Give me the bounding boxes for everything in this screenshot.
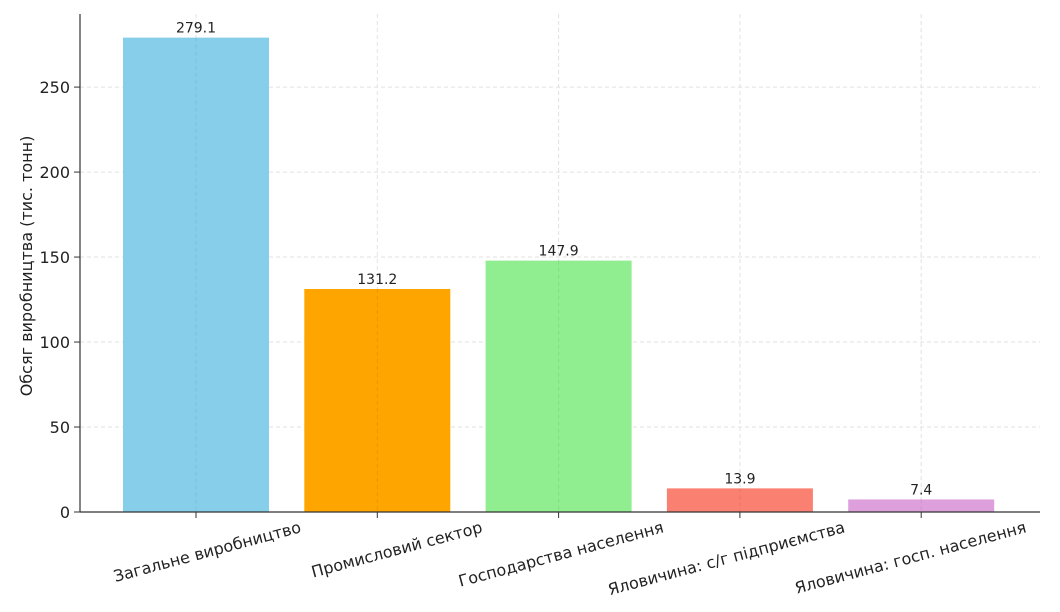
bar-data-label: 131.2 [357,272,397,288]
y-tick-label: 200 [39,163,70,182]
bar [666,488,813,512]
bar [123,37,269,513]
bar-data-label: 7.4 [910,482,932,498]
bar [304,289,451,512]
bar-data-label: 147.9 [539,244,579,260]
y-axis-label: Обсяг виробництва (тис. тонн) [17,136,36,397]
y-tick-label: 250 [39,78,70,97]
y-tick-label: 100 [39,333,70,352]
y-tick-label: 150 [39,248,70,267]
y-tick-label: 0 [60,503,70,522]
bar-data-label: 13.9 [724,471,755,487]
bar-layer [123,37,995,513]
label-layer: 279.1 131.2 147.9 13.9 7.4 [176,21,932,499]
bar-data-label: 279.1 [176,21,216,37]
y-tick-label: 50 [50,418,70,437]
bar [848,499,995,512]
bar [485,260,632,512]
x-tick-label: Загальне виробництво [111,518,303,586]
